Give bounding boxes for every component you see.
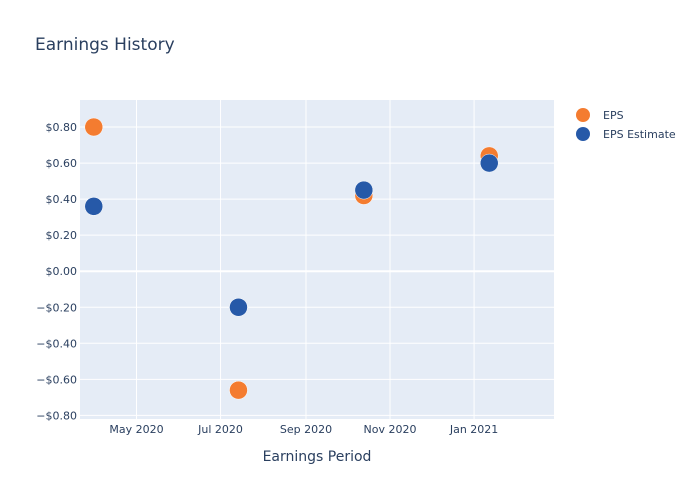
y-axis-ticks: $0.80 $0.60 $0.40 $0.20 $0.00 −$0.20 −$0.40 −$0…	[36, 121, 77, 422]
x-axis-label: Earnings Period	[263, 449, 372, 465]
y-tick-label: $0.20	[46, 229, 78, 242]
eps-estimate-point	[84, 197, 104, 216]
y-tick-label: −$0.80	[36, 409, 77, 422]
legend-label-eps-estimate: EPS Estimate	[603, 128, 676, 141]
y-tick-label: −$0.60	[36, 373, 77, 386]
y-tick-label: −$0.40	[36, 337, 77, 350]
legend-item-eps-estimate[interactable]: EPS Estimate	[576, 127, 676, 141]
y-tick-label: $0.60	[46, 157, 78, 170]
y-tick-label: $0.00	[46, 265, 78, 278]
x-tick-label: May 2020	[109, 423, 163, 436]
chart-title: Earnings History	[35, 35, 175, 55]
y-tick-label: $0.80	[46, 121, 78, 134]
eps-estimate-point	[229, 298, 248, 317]
eps-estimate-point	[479, 153, 499, 173]
x-tick-label: Nov 2020	[364, 423, 417, 436]
x-axis-ticks: May 2020 Jul 2020 Sep 2020 Nov 2020 Jan 2021	[109, 423, 498, 436]
eps-point	[84, 117, 104, 137]
legend-marker-eps	[576, 108, 590, 122]
y-tick-label: $0.40	[46, 193, 78, 206]
eps-estimate-point	[354, 180, 374, 200]
eps-point	[229, 380, 248, 400]
data-points	[84, 117, 499, 400]
grid-lines	[80, 100, 554, 419]
y-tick-label: −$0.20	[36, 301, 77, 314]
x-tick-label: Jul 2020	[197, 423, 243, 436]
x-tick-label: Jan 2021	[449, 423, 498, 436]
x-tick-label: Sep 2020	[280, 423, 332, 436]
plot-area	[80, 100, 554, 419]
legend-item-eps[interactable]: EPS	[576, 108, 624, 122]
legend-label-eps: EPS	[603, 109, 624, 122]
legend[interactable]: EPS EPS Estimate	[576, 108, 676, 141]
legend-marker-eps-estimate	[576, 127, 590, 141]
